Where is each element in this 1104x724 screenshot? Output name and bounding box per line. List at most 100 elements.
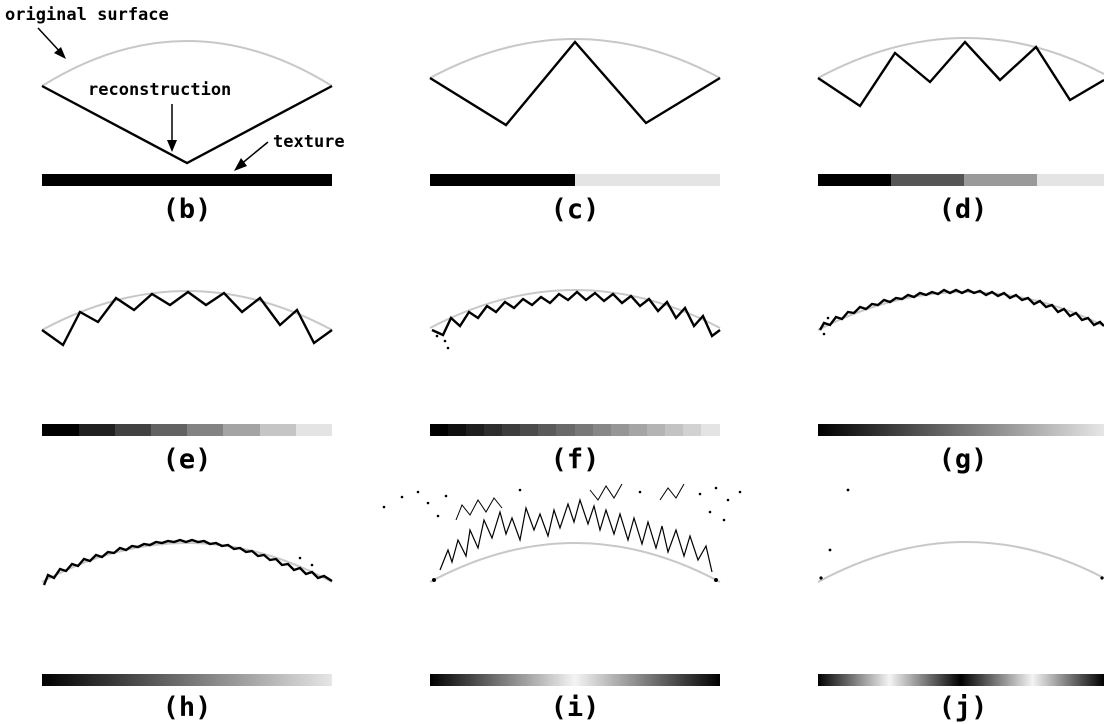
texture-stripe — [629, 424, 647, 436]
noise-dot — [708, 510, 712, 514]
noise-dot — [698, 492, 702, 496]
panel-h: (h) — [41, 538, 333, 723]
texture-arrow — [239, 141, 269, 166]
noise-dot — [828, 548, 832, 552]
texture-stripe — [484, 424, 502, 436]
texture-stripe — [964, 174, 1037, 186]
panel-j: (j) — [817, 488, 1104, 723]
original-surface-arc — [817, 541, 1104, 583]
noise-dot — [726, 498, 730, 502]
texture-stripe — [1037, 174, 1104, 186]
original-surface-arc — [41, 40, 333, 87]
texture-stripe — [683, 424, 701, 436]
texture-stripe — [538, 424, 556, 436]
noise-dot — [436, 514, 440, 518]
noise-dot — [518, 488, 522, 492]
noise-dot — [426, 501, 430, 505]
texture-stripe — [665, 424, 683, 436]
noise-dot — [382, 505, 386, 509]
noise-dot — [1100, 576, 1104, 580]
noise-dot — [435, 334, 439, 338]
noise-dot — [738, 490, 742, 494]
panel-label: (e) — [163, 444, 212, 475]
original-surface-arc — [429, 542, 721, 583]
panel-label: (f) — [551, 444, 600, 475]
texture-gradient — [42, 674, 332, 686]
texture-stripe — [115, 424, 151, 436]
reconstruction-line — [42, 538, 333, 586]
original-surface-arc — [429, 289, 721, 329]
noise-dot — [819, 576, 823, 580]
panel-d: (d) — [817, 37, 1104, 225]
texture-arrowhead — [234, 158, 247, 171]
texture-stripe — [430, 174, 575, 186]
reconstruction-line — [818, 288, 1104, 331]
panel-label: (i) — [551, 692, 600, 723]
texture-stripe — [593, 424, 611, 436]
texture-stripe — [187, 424, 223, 436]
texture-stripe — [42, 424, 79, 436]
noise-dot — [444, 494, 448, 498]
texture-stripe — [79, 424, 115, 436]
reconstruction-label: reconstruction — [88, 80, 231, 100]
noise-dot — [443, 339, 447, 343]
noise-dot — [722, 518, 726, 522]
original-surface-label: original surface — [5, 5, 169, 25]
panel-b: (b) — [41, 40, 333, 225]
original-surface-arrowhead — [54, 47, 66, 59]
panel-label: (c) — [551, 194, 600, 225]
texture-stripe — [701, 424, 720, 436]
noise-dot — [432, 578, 436, 582]
texture-stripe — [611, 424, 629, 436]
original-surface-arc — [41, 290, 333, 331]
noise-dot — [846, 488, 850, 492]
texture-stripe — [502, 424, 520, 436]
noise-dot — [416, 490, 420, 494]
texture-stripe — [448, 424, 466, 436]
reconstruction-line — [41, 290, 333, 347]
texture-stripe — [818, 174, 891, 186]
noise-dot — [400, 495, 404, 499]
texture-stripe — [556, 424, 575, 436]
reconstruction-line — [431, 290, 721, 338]
noise-dot — [446, 346, 450, 350]
panel-g: (g) — [817, 288, 1104, 475]
texture-stripe — [260, 424, 296, 436]
scatter-noise-cluster — [439, 497, 713, 573]
panel-f: (f) — [429, 289, 721, 475]
panel-label: (g) — [939, 444, 988, 475]
panel-label: (d) — [939, 194, 988, 225]
reconstruction-line — [41, 84, 333, 165]
noise-dot — [310, 563, 314, 567]
noise-dot — [298, 556, 302, 560]
panel-e: (e) — [41, 290, 333, 475]
panel-i: (i) — [382, 483, 742, 723]
panel-label: (j) — [939, 692, 988, 723]
texture-stripe — [647, 424, 665, 436]
panel-label: (h) — [163, 692, 212, 723]
texture-gradient — [818, 674, 1104, 686]
texture-stripe — [430, 424, 448, 436]
noise-dot — [826, 316, 830, 320]
texture-stripe — [296, 424, 332, 436]
noise-dot — [714, 486, 718, 490]
noise-dot — [638, 490, 642, 494]
texture-bar — [42, 174, 332, 186]
texture-stripe — [466, 424, 484, 436]
texture-stripe — [520, 424, 538, 436]
texture-stripe — [151, 424, 187, 436]
reconstruction-line — [429, 40, 721, 127]
panel-c: (c) — [429, 38, 721, 225]
texture-gradient — [818, 424, 1104, 436]
texture-stripe — [891, 174, 964, 186]
texture-stripe — [223, 424, 260, 436]
original-surface-arc — [429, 38, 721, 79]
scatter-noise-cluster — [455, 483, 685, 521]
texture-label: texture — [273, 132, 345, 152]
reconstruction-line — [817, 40, 1104, 108]
texture-gradient — [430, 674, 720, 686]
noise-dot — [714, 578, 718, 582]
annotations: original surface reconstruction texture — [5, 5, 345, 171]
texture-stripe — [575, 174, 720, 186]
